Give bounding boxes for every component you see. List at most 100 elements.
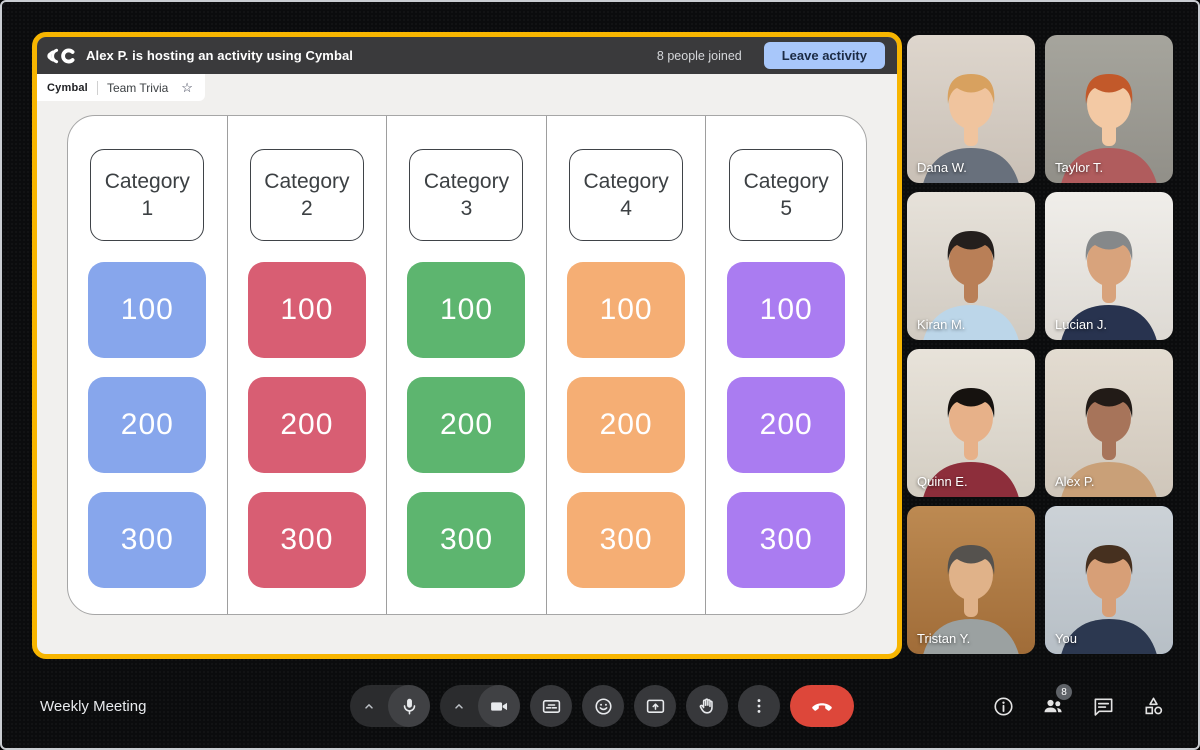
video-tile-quinn-e[interactable]: Quinn E. bbox=[907, 349, 1035, 497]
participant-avatar bbox=[907, 35, 1035, 183]
meeting-title: Weekly Meeting bbox=[40, 697, 147, 715]
activity-header: Alex P. is hosting an activity using Cym… bbox=[37, 37, 897, 74]
video-tile-you[interactable]: You bbox=[1045, 506, 1173, 654]
raise-hand-button[interactable] bbox=[686, 685, 728, 727]
category-label: Category bbox=[264, 169, 350, 193]
category-header-4: Category 4 bbox=[569, 149, 684, 241]
category-label: Category bbox=[423, 169, 510, 193]
leave-activity-button[interactable]: Leave activity bbox=[763, 42, 885, 69]
category-number: 4 bbox=[620, 197, 632, 220]
board-column-4: Category 4 100 200 300 bbox=[547, 116, 707, 614]
video-tile-alex-p[interactable]: Alex P. bbox=[1045, 349, 1173, 497]
present-icon bbox=[645, 696, 666, 717]
mic-control bbox=[350, 685, 430, 727]
participant-count-badge: 8 bbox=[1056, 684, 1072, 700]
participant-name: Dana W. bbox=[917, 160, 967, 175]
camera-control bbox=[440, 685, 520, 727]
participant-avatar bbox=[1045, 506, 1173, 654]
tab-app-name: Cymbal bbox=[47, 81, 88, 94]
participant-name: Taylor T. bbox=[1055, 160, 1104, 175]
participant-name: Kiran M. bbox=[917, 317, 966, 332]
category-number: 1 bbox=[141, 197, 154, 220]
tile-category2-100[interactable]: 100 bbox=[247, 262, 366, 358]
chevron-up-icon bbox=[450, 697, 468, 715]
mic-button[interactable] bbox=[388, 685, 430, 727]
tile-category1-300[interactable]: 300 bbox=[88, 492, 207, 588]
people-joined-count: 8 people joined bbox=[656, 48, 742, 63]
tile-category4-300[interactable]: 300 bbox=[567, 492, 686, 588]
category-header-2: Category 2 bbox=[249, 149, 364, 241]
tile-category3-300[interactable]: 300 bbox=[407, 492, 526, 588]
participant-avatar bbox=[907, 192, 1035, 340]
participant-avatar bbox=[907, 349, 1035, 497]
category-header-1: Category 1 bbox=[90, 149, 205, 241]
category-number: 2 bbox=[301, 197, 313, 220]
board-column-1: Category 1 100 200 300 bbox=[68, 116, 228, 614]
videocam-icon bbox=[489, 696, 510, 717]
captions-icon bbox=[541, 696, 562, 717]
call-controls bbox=[350, 685, 854, 727]
participant-avatar bbox=[1045, 35, 1173, 183]
tab-title: Team Trivia bbox=[106, 80, 169, 95]
tile-category5-300[interactable]: 300 bbox=[727, 492, 846, 588]
board-column-5: Category 5 100 200 300 bbox=[706, 116, 866, 614]
category-label: Category bbox=[743, 169, 829, 193]
participant-avatar bbox=[907, 506, 1035, 654]
mic-icon bbox=[399, 696, 420, 717]
tile-category2-200[interactable]: 200 bbox=[247, 377, 366, 473]
board-column-2: Category 2 100 200 300 bbox=[228, 116, 388, 614]
tile-category3-100[interactable]: 100 bbox=[407, 262, 526, 358]
mic-options-chevron[interactable] bbox=[350, 685, 388, 727]
category-label: Category bbox=[104, 169, 190, 193]
category-label: Category bbox=[583, 169, 669, 193]
camera-options-chevron[interactable] bbox=[440, 685, 478, 727]
category-header-5: Category 5 bbox=[729, 149, 844, 241]
captions-button[interactable] bbox=[530, 685, 572, 727]
tile-category1-200[interactable]: 200 bbox=[88, 377, 207, 473]
category-number: 5 bbox=[780, 197, 793, 220]
present-button[interactable] bbox=[634, 685, 676, 727]
tile-category2-300[interactable]: 300 bbox=[247, 492, 366, 588]
shared-activity-panel: Alex P. is hosting an activity using Cym… bbox=[32, 32, 902, 659]
chevron-up-icon bbox=[360, 697, 378, 715]
right-panel-controls: 8 bbox=[988, 684, 1168, 721]
info-icon bbox=[992, 695, 1015, 718]
tile-category1-100[interactable]: 100 bbox=[88, 262, 207, 358]
tab-divider bbox=[96, 80, 98, 95]
participant-name: Alex P. bbox=[1055, 474, 1095, 489]
activities-icon bbox=[1142, 695, 1165, 718]
tile-category4-100[interactable]: 100 bbox=[567, 262, 686, 358]
emoji-icon bbox=[593, 696, 614, 717]
tile-category3-200[interactable]: 200 bbox=[407, 377, 526, 473]
trivia-board: Category 1 100 200 300 Category 2 100 200 30… bbox=[67, 115, 867, 615]
participant-name: You bbox=[1055, 631, 1077, 646]
activities-button[interactable] bbox=[1138, 691, 1168, 721]
info-button[interactable] bbox=[988, 691, 1018, 721]
activity-title: Alex P. is hosting an activity using Cym… bbox=[86, 48, 354, 63]
star-icon[interactable]: ☆ bbox=[181, 79, 193, 95]
category-number: 3 bbox=[460, 197, 473, 220]
video-tile-lucian-j[interactable]: Lucian J. bbox=[1045, 192, 1173, 340]
meeting-controls-bar: Weekly Meeting 8 bbox=[2, 662, 1198, 748]
tile-category5-200[interactable]: 200 bbox=[727, 377, 846, 473]
call-end-icon bbox=[810, 694, 834, 718]
tile-category5-100[interactable]: 100 bbox=[727, 262, 846, 358]
participant-avatar bbox=[1045, 349, 1173, 497]
tile-category4-200[interactable]: 200 bbox=[567, 377, 686, 473]
participant-avatar bbox=[1045, 192, 1173, 340]
video-tile-tristan-y[interactable]: Tristan Y. bbox=[907, 506, 1035, 654]
more-options-button[interactable] bbox=[738, 685, 780, 727]
board-column-3: Category 3 100 200 300 bbox=[387, 116, 547, 614]
video-tile-taylor-t[interactable]: Taylor T. bbox=[1045, 35, 1173, 183]
video-tile-dana-w[interactable]: Dana W. bbox=[907, 35, 1035, 183]
chat-button[interactable] bbox=[1088, 691, 1118, 721]
participant-name: Tristan Y. bbox=[917, 631, 971, 646]
video-tile-kiran-m[interactable]: Kiran M. bbox=[907, 192, 1035, 340]
reactions-button[interactable] bbox=[582, 685, 624, 727]
camera-button[interactable] bbox=[478, 685, 520, 727]
hand-icon bbox=[697, 696, 718, 717]
people-button[interactable]: 8 bbox=[1038, 684, 1072, 721]
end-call-button[interactable] bbox=[790, 685, 854, 727]
activity-tab[interactable]: Cymbal Team Trivia ☆ bbox=[37, 74, 205, 101]
